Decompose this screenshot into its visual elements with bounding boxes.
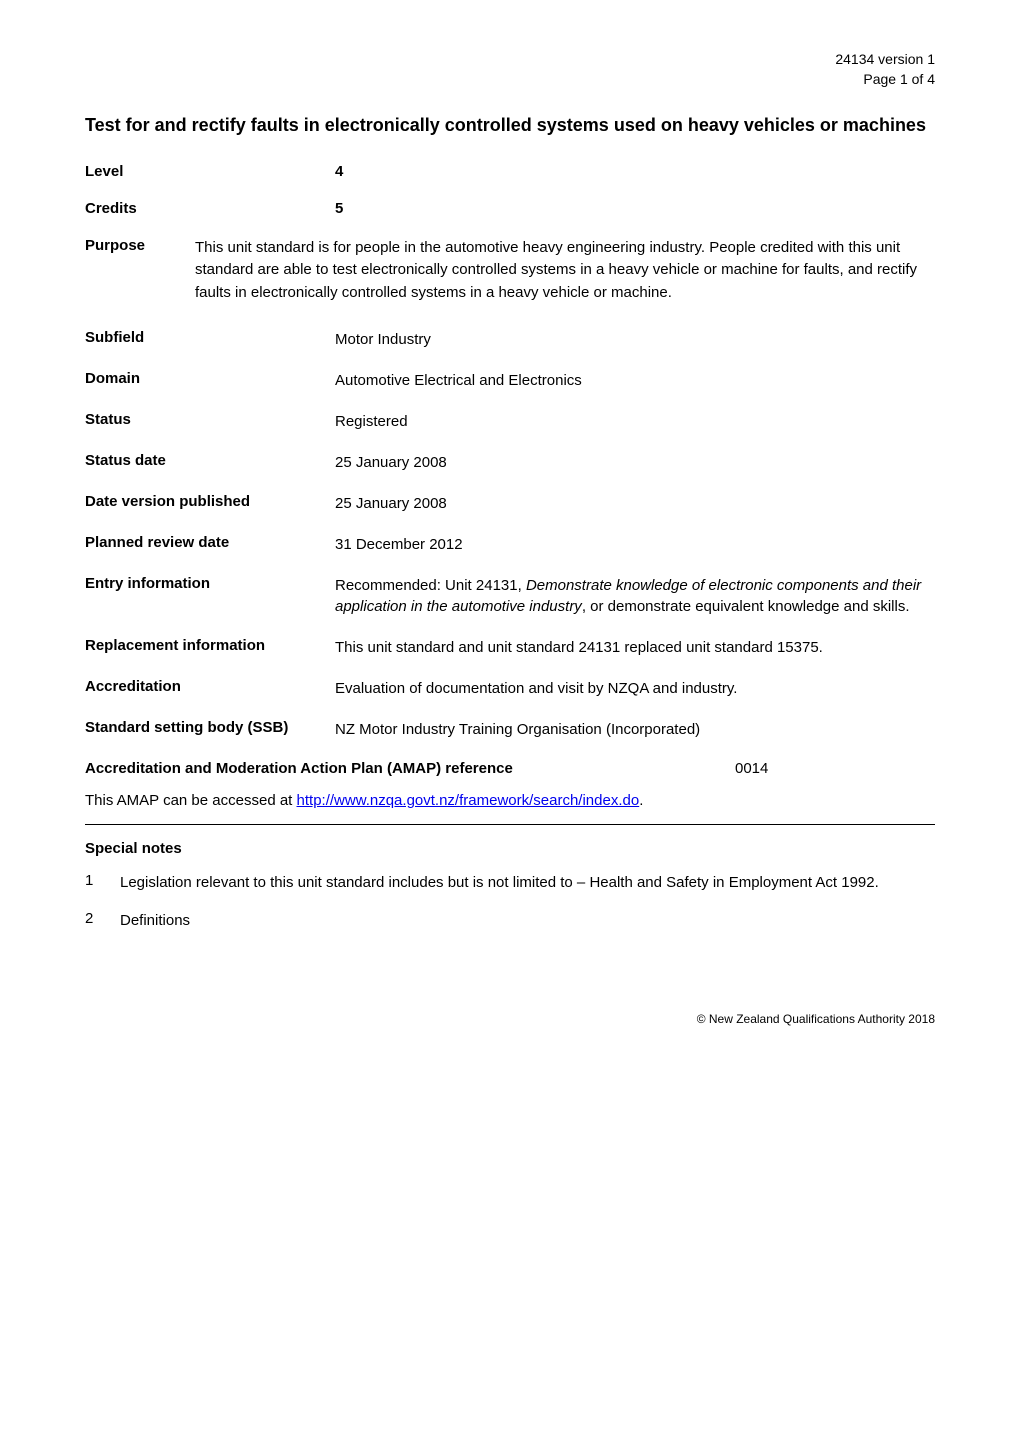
document-title: Test for and rectify faults in electroni… xyxy=(85,114,935,137)
entry-info-prefix: Recommended: Unit 24131, xyxy=(335,577,526,594)
level-row: Level 4 xyxy=(85,163,935,180)
amap-text-prefix: This AMAP can be accessed at xyxy=(85,792,297,809)
amap-link[interactable]: http://www.nzqa.govt.nz/framework/search… xyxy=(297,792,640,809)
subfield-label: Subfield xyxy=(85,329,335,350)
planned-review-row: Planned review date 31 December 2012 xyxy=(85,534,935,555)
amap-label: Accreditation and Moderation Action Plan… xyxy=(85,760,735,777)
entry-info-row: Entry information Recommended: Unit 2413… xyxy=(85,575,935,617)
credits-value: 5 xyxy=(335,200,343,217)
accreditation-row: Accreditation Evaluation of documentatio… xyxy=(85,678,935,699)
status-date-row: Status date 25 January 2008 xyxy=(85,452,935,473)
purpose-row: Purpose This unit standard is for people… xyxy=(85,237,935,305)
note-text: Definitions xyxy=(120,910,935,933)
entry-info-suffix: , or demonstrate equivalent knowledge an… xyxy=(582,598,910,615)
status-row: Status Registered xyxy=(85,411,935,432)
domain-row: Domain Automotive Electrical and Electro… xyxy=(85,370,935,391)
level-value: 4 xyxy=(335,163,343,180)
page-info: Page 1 of 4 xyxy=(85,70,935,90)
status-date-label: Status date xyxy=(85,452,335,473)
subfield-row: Subfield Motor Industry xyxy=(85,329,935,350)
amap-row: Accreditation and Moderation Action Plan… xyxy=(85,760,935,777)
date-published-row: Date version published 25 January 2008 xyxy=(85,493,935,514)
date-published-label: Date version published xyxy=(85,493,335,514)
entry-info-value: Recommended: Unit 24131, Demonstrate kno… xyxy=(335,575,935,617)
note-number: 1 xyxy=(85,872,120,895)
note-number: 2 xyxy=(85,910,120,933)
purpose-label: Purpose xyxy=(85,237,195,305)
subfield-value: Motor Industry xyxy=(335,329,431,350)
doc-id: 24134 version 1 xyxy=(85,50,935,70)
note-text: Legislation relevant to this unit standa… xyxy=(120,872,935,895)
note-row-1: 1 Legislation relevant to this unit stan… xyxy=(85,872,935,895)
date-published-value: 25 January 2008 xyxy=(335,493,447,514)
amap-text: This AMAP can be accessed at http://www.… xyxy=(85,792,935,809)
level-label: Level xyxy=(85,163,335,180)
ssb-value: NZ Motor Industry Training Organisation … xyxy=(335,719,700,740)
status-date-value: 25 January 2008 xyxy=(335,452,447,473)
credits-row: Credits 5 xyxy=(85,200,935,217)
planned-review-label: Planned review date xyxy=(85,534,335,555)
amap-text-suffix: . xyxy=(639,792,643,809)
note-row-2: 2 Definitions xyxy=(85,910,935,933)
purpose-value: This unit standard is for people in the … xyxy=(195,237,935,305)
header-right: 24134 version 1 Page 1 of 4 xyxy=(85,50,935,89)
accreditation-value: Evaluation of documentation and visit by… xyxy=(335,678,737,699)
domain-value: Automotive Electrical and Electronics xyxy=(335,370,582,391)
amap-value: 0014 xyxy=(735,760,935,777)
replacement-label: Replacement information xyxy=(85,637,335,658)
entry-info-label: Entry information xyxy=(85,575,335,617)
credits-label: Credits xyxy=(85,200,335,217)
divider xyxy=(85,824,935,825)
ssb-row: Standard setting body (SSB) NZ Motor Ind… xyxy=(85,719,935,740)
accreditation-label: Accreditation xyxy=(85,678,335,699)
special-notes-heading: Special notes xyxy=(85,840,935,857)
status-value: Registered xyxy=(335,411,408,432)
planned-review-value: 31 December 2012 xyxy=(335,534,463,555)
replacement-row: Replacement information This unit standa… xyxy=(85,637,935,658)
ssb-label: Standard setting body (SSB) xyxy=(85,719,335,740)
status-label: Status xyxy=(85,411,335,432)
domain-label: Domain xyxy=(85,370,335,391)
replacement-value: This unit standard and unit standard 241… xyxy=(335,637,823,658)
footer-copyright: © New Zealand Qualifications Authority 2… xyxy=(85,1012,935,1026)
